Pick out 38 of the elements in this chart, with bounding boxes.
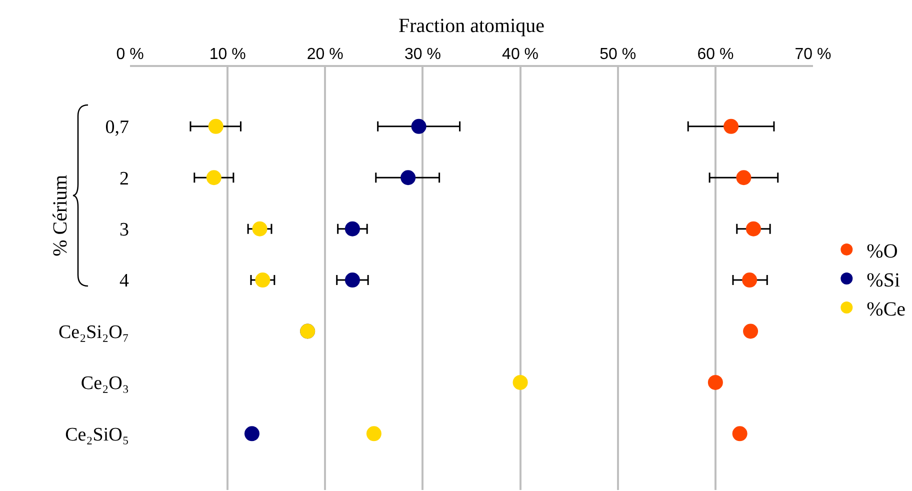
x-tick-label: 70 %	[794, 46, 832, 63]
point	[732, 426, 748, 442]
x-tick-label: 60 %	[697, 46, 734, 63]
point	[724, 118, 739, 134]
point	[344, 272, 360, 288]
point	[255, 272, 270, 288]
text: % Cérium	[49, 174, 72, 256]
point	[411, 118, 426, 134]
x-tick-label: 20 %	[306, 46, 344, 63]
x-tick-label: 40 %	[502, 46, 539, 63]
point	[252, 221, 268, 236]
point	[742, 272, 758, 288]
y-tick-label: Ce₂O₃	[80, 373, 129, 394]
point	[206, 170, 222, 186]
point	[400, 170, 416, 186]
point	[208, 118, 224, 134]
x-tick-label: 50 %	[600, 46, 636, 63]
point	[708, 374, 723, 390]
legend-label: %Si	[866, 269, 900, 292]
y-tick-label: 3	[120, 219, 129, 240]
point	[512, 374, 528, 390]
point	[366, 426, 382, 442]
point	[736, 170, 752, 186]
y-tick-label: 0,7	[105, 117, 129, 138]
x-axis-title: Fraction atomique	[398, 14, 545, 37]
y-tick-label: Ce₂Si₂O₇	[58, 322, 129, 343]
legend-label: %Ce	[866, 298, 906, 320]
x-tick-label: 10 %	[209, 46, 246, 63]
point	[244, 426, 260, 442]
legend-label: %O	[866, 240, 898, 262]
point	[344, 221, 360, 236]
y-tick-label: Ce₂SiO₅	[65, 424, 129, 446]
y-tick-label: 2	[120, 168, 129, 190]
x-tick-label: 0 %	[116, 46, 144, 63]
point	[743, 324, 758, 339]
x-tick-label: 30 %	[404, 46, 441, 63]
y-tick-label: 4	[120, 270, 130, 292]
point	[746, 221, 761, 236]
